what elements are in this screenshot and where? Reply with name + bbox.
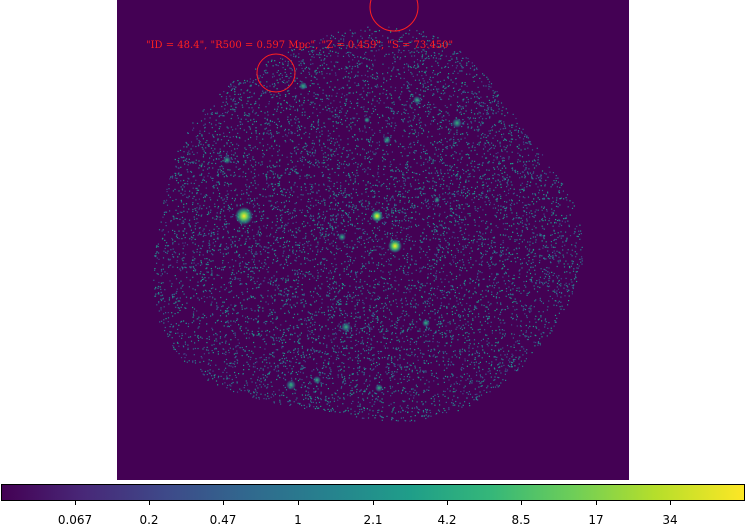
bright-source [371, 210, 383, 222]
colorbar-tick [223, 501, 224, 505]
colorbar-tick-label: 4.2 [437, 513, 457, 527]
colorbar-tick [149, 501, 150, 505]
faint-source [383, 136, 391, 144]
colorbar-ticks: 0.067 0.2 0.47 1 2.1 4.2 8.5 17 34 [0, 501, 746, 528]
colorbar-tick [75, 501, 76, 505]
colorbar-tick-label: 0.47 [209, 513, 237, 527]
colorbar-tick [596, 501, 597, 505]
colorbar [1, 484, 745, 501]
xray-image-panel: "ID = 48.4", "R500 = 0.597 Mpc", "Z = 0.… [117, 0, 629, 480]
point-sources [223, 82, 462, 392]
bright-source [235, 207, 253, 225]
colorbar-tick-label: 34 [662, 513, 678, 527]
faint-source [434, 197, 440, 203]
source-annotation: "ID = 48.4", "R500 = 0.597 Mpc", "Z = 0.… [146, 40, 453, 51]
faint-source [313, 376, 321, 384]
colorbar-tick [298, 501, 299, 505]
colorbar-tick-label: 2.1 [363, 513, 383, 527]
colorbar-tick-label: 0.2 [139, 513, 159, 527]
faint-source [364, 117, 370, 123]
region-circle-left [256, 53, 296, 93]
faint-source [338, 233, 346, 241]
bright-source [388, 239, 402, 253]
faint-source [422, 319, 430, 327]
faint-source [341, 322, 351, 332]
faint-source [452, 118, 462, 128]
colorbar-tick-label: 8.5 [511, 513, 531, 527]
region-circle-top [369, 0, 419, 32]
colorbar-tick [373, 501, 374, 505]
colorbar-tick-label: 17 [588, 513, 604, 527]
faint-source [223, 156, 231, 164]
colorbar-tick [670, 501, 671, 505]
colorbar-tick-label: 1 [294, 513, 302, 527]
colorbar-tick [521, 501, 522, 505]
faint-source [299, 82, 307, 90]
faint-source [413, 96, 421, 104]
photon-noise-field [153, 26, 583, 422]
colorbar-tick-label: 0.067 [57, 513, 93, 527]
faint-source [286, 380, 296, 390]
xray-image: "ID = 48.4", "R500 = 0.597 Mpc", "Z = 0.… [146, 0, 583, 422]
faint-source [375, 384, 383, 392]
colorbar-tick [447, 501, 448, 505]
